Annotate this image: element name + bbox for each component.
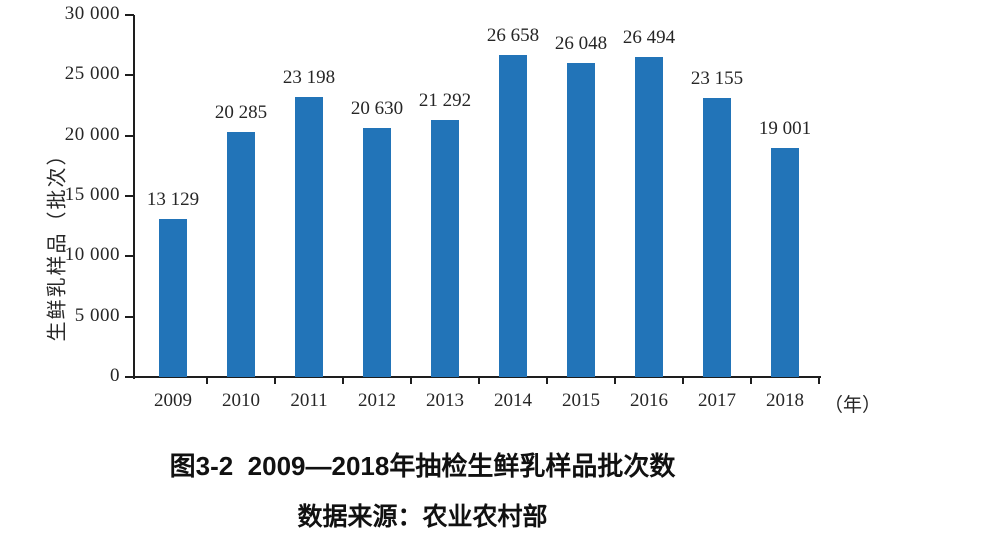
x-axis-line: [133, 376, 821, 378]
x-axis-tick: [206, 377, 208, 384]
bar-2016: [635, 57, 663, 377]
y-axis-tick: [125, 134, 134, 137]
y-axis-tick-label: 25 000: [64, 63, 120, 85]
bar-value-label: 26 494: [622, 27, 676, 48]
bar-value-label: 21 292: [418, 90, 472, 111]
y-axis-tick-label: 30 000: [64, 3, 120, 24]
x-axis-category-label: 2011: [290, 390, 328, 411]
x-axis-category-label: 2015: [562, 390, 600, 411]
x-axis-tick: [410, 377, 412, 384]
x-axis-tick: [818, 377, 820, 384]
bar-value-label: 13 129: [146, 189, 200, 210]
y-axis-tick: [125, 74, 134, 77]
bar-value-label: 23 198: [282, 67, 336, 88]
bar-value-label: 20 285: [214, 102, 268, 123]
x-axis-category-label: 2017: [698, 390, 736, 411]
bar-value-label: 26 658: [486, 25, 540, 46]
x-axis-tick: [750, 377, 752, 384]
y-axis-tick: [125, 315, 134, 318]
bar-2009: [159, 219, 187, 377]
x-axis-tick: [274, 377, 276, 384]
bar-2017: [703, 98, 731, 377]
bar-2018: [771, 148, 799, 377]
x-axis-category-label: 2018: [766, 390, 804, 411]
figure-caption: 图3-2 2009—2018年抽检生鲜乳样品批次数: [169, 451, 676, 481]
bar-value-label: 20 630: [350, 98, 404, 119]
y-axis-tick-label: 20 000: [64, 123, 120, 145]
x-axis-tick: [546, 377, 548, 384]
x-axis-category-label: 2010: [222, 390, 260, 411]
y-axis-tick-label: 5 000: [74, 304, 120, 326]
x-axis-category-label: 2014: [494, 390, 532, 411]
x-axis-category-label: 2013: [426, 390, 464, 411]
x-axis-tick: [682, 377, 684, 384]
bar-2015: [567, 63, 595, 377]
x-axis-category-label: 2012: [358, 390, 396, 411]
x-axis-tick: [342, 377, 344, 384]
bar-2013: [431, 120, 459, 377]
bar-2011: [295, 97, 323, 377]
x-axis-category-label: 2016: [630, 390, 668, 411]
y-axis-tick-label: 0: [110, 365, 120, 386]
x-axis-tick: [478, 377, 480, 384]
y-axis-tick-label: 10 000: [64, 244, 120, 266]
y-axis-tick: [125, 376, 134, 378]
bar-value-label: 26 048: [554, 33, 608, 54]
y-axis-line: [133, 15, 135, 379]
y-axis-tick: [125, 255, 134, 258]
bar-2014: [499, 55, 527, 377]
y-axis-tick-label: 15 000: [64, 184, 120, 205]
figure-source: 数据来源：农业农村部: [297, 503, 548, 531]
bar-2010: [227, 132, 255, 377]
bar-value-label: 23 155: [690, 68, 744, 89]
bar-2012: [363, 128, 391, 377]
x-axis-category-label: 2009: [154, 390, 192, 411]
y-axis-tick: [125, 14, 134, 16]
y-axis-tick: [125, 195, 134, 197]
x-axis-unit-label: （年）: [824, 395, 882, 416]
x-axis-tick: [614, 377, 616, 384]
bar-value-label: 19 001: [758, 118, 812, 139]
